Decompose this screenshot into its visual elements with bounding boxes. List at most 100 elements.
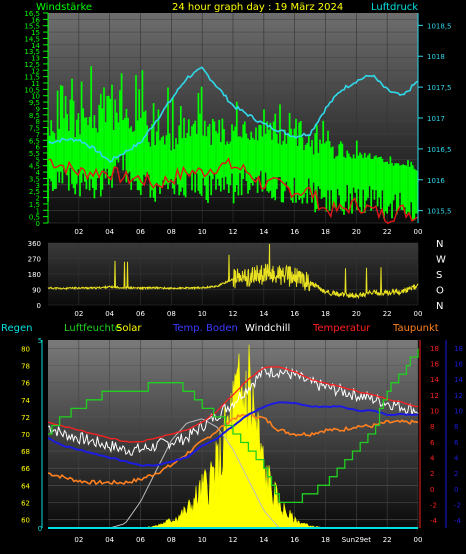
wind-axis-tick-label: 9,5 [29,99,40,107]
wind-axis-tick-label: 7,5 [29,125,40,133]
legend-taupunkt: Taupunkt [392,323,439,334]
rain-axis-tick-label: 0 [38,525,42,533]
temp-axis-tick-label: 10 [430,408,439,416]
direction-x-tick-label: 00 [414,310,423,318]
weather-x-tick-label: Sun29et [342,536,372,544]
soil-axis-tick-label: 6 [454,439,459,447]
wind-axis-tick-label: 1,5 [29,201,40,209]
direction-x-tick-label: 20 [352,310,361,318]
soil-axis-tick-label: 12 [454,392,463,400]
pressure-axis-tick-label: 1017,5 [427,84,452,92]
wind-x-tick-label: 18 [321,228,330,236]
legend-regen: Regen [1,323,33,334]
humidity-axis-tick-label: 62 [21,499,30,507]
chart-title: 24 hour graph day : 19 März 2024 [172,2,343,13]
pressure-axis-tick-label: 1018,5 [427,22,452,30]
wind-x-tick-label: 04 [105,228,114,236]
weather-x-tick-label: 14 [259,536,268,544]
weather-x-tick-label: 08 [167,536,176,544]
wind-axis-tick-label: 3,5 [29,175,40,183]
wind-x-tick-label: 20 [352,228,361,236]
temp-axis-tick-label: 4 [430,455,435,463]
temp-axis-tick-label: 14 [430,376,439,384]
direction-x-tick-label: 12 [229,310,238,318]
legend-solar: Solar [116,323,142,334]
humidity-axis-tick-label: 72 [21,414,30,422]
wind-axis-tick-label: 16,5 [24,10,40,18]
wind-x-tick-label: 00 [414,228,423,236]
soil-axis-tick-label: 16 [454,361,463,369]
wind-axis-tick-label: 3 [36,182,40,190]
wind-axis-tick-label: 14,5 [24,35,40,43]
wind-x-tick-label: 10 [198,228,207,236]
wind-axis-tick-label: 8,5 [29,112,40,120]
wind-x-tick-label: 02 [74,228,83,236]
soil-axis-tick-label: 4 [454,455,459,463]
humidity-axis-tick-label: 60 [21,516,30,524]
weather-x-tick-label: 00 [414,536,423,544]
wind-x-tick-label: 08 [167,228,176,236]
weather-x-tick-label: 10 [198,536,207,544]
wind-axis-tick-label: 6,5 [29,137,40,145]
wind-x-tick-label: 14 [259,228,268,236]
wind-axis-tick-label: 14 [31,42,40,50]
soil-axis-tick-label: 14 [454,376,463,384]
series-line-boeen [47,157,419,225]
wind-axis-tick-label: 15 [31,29,40,37]
weather-x-tick-label: 16 [290,536,299,544]
wind-axis-tick-label: 15,5 [24,23,40,31]
pressure-axis-tick-label: 1015,5 [427,208,452,216]
humidity-axis-tick-label: 70 [21,431,30,439]
wind-axis-tick-label: 12 [31,67,40,75]
humidity-axis-tick-label: 78 [21,363,30,371]
weather-x-tick-label: 06 [136,536,145,544]
soil-axis-tick-label: -4 [454,517,462,525]
weather-x-tick-label: 02 [74,536,83,544]
humidity-axis-tick-label: 74 [21,397,30,405]
header-right-label: Luftdruck [371,2,418,13]
soil-axis-tick-label: 10 [454,408,463,416]
series-line-luftfeuchte [48,348,419,504]
wind-x-tick-label: 22 [383,228,392,236]
wind-axis-tick-label: 10,5 [24,86,40,94]
direction-axis-tick-label: 180 [28,271,41,279]
wind-axis-tick-label: 5 [36,156,40,164]
soil-axis-tick-label: 8 [454,423,458,431]
humidity-axis-tick-label: 66 [21,465,30,473]
direction-axis-tick-label: 90 [32,287,41,295]
header-left-label: Windstärke [36,2,92,13]
wind-axis-tick-label: 6 [36,144,41,152]
temp-axis-tick-label: -4 [430,517,438,525]
temp-axis-tick-label: 2 [430,470,434,478]
wind-axis-tick-label: 5,5 [29,150,40,158]
axis-layer: 00,511,522,533,544,555,566,577,588,599,5… [21,10,463,544]
wind-axis-tick-label: 8 [36,118,40,126]
wind-axis-tick-label: 11 [31,80,40,88]
direction-axis-tick-label: 0 [37,302,41,310]
direction-x-tick-label: 14 [259,310,268,318]
humidity-axis-tick-label: 64 [21,482,30,490]
direction-x-tick-label: 04 [105,310,114,318]
wind-x-tick-label: 16 [290,228,299,236]
wind-axis-tick-label: 11,5 [24,74,40,82]
series-line-windchill [47,366,419,456]
wind-axis-tick-label: 10 [31,93,40,101]
temp-axis-tick-label: 12 [430,392,439,400]
direction-axis-tick-label: 270 [28,256,41,264]
soil-axis-tick-label: 18 [454,345,463,353]
humidity-axis-tick-label: 80 [21,346,30,354]
series-layer [47,66,419,529]
weather-x-tick-label: 18 [321,536,330,544]
weather-x-tick-label: 22 [383,536,392,544]
compass-label: W [436,255,446,266]
temp-axis-tick-label: 8 [430,423,434,431]
temp-axis-tick-label: -2 [430,502,437,510]
humidity-axis-tick-label: 76 [21,380,30,388]
wind-axis-tick-label: 0 [36,220,40,228]
legend-temp-boden: Temp. Boden [172,323,238,334]
temp-axis-tick-label: 0 [430,486,434,494]
wind-axis-tick-label: 16 [31,16,40,24]
pressure-axis-tick-label: 1018 [427,53,445,61]
wind-axis-tick-label: 0,5 [29,214,40,222]
